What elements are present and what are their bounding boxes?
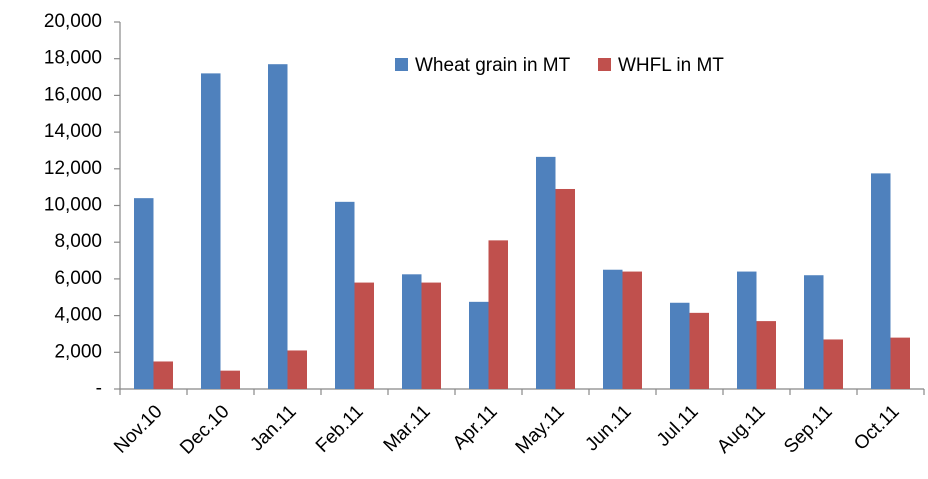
x-tick-label: Aug.11 (713, 401, 769, 457)
bar (823, 339, 843, 389)
bar (469, 301, 489, 389)
bar (756, 321, 776, 389)
x-tick-label: Oct.11 (850, 401, 903, 454)
bar (220, 370, 240, 389)
x-tick-label: Jan.11 (246, 401, 300, 455)
bar (622, 271, 642, 389)
y-tick-label: 8,000 (54, 231, 102, 252)
bar (402, 274, 422, 389)
bar (871, 173, 891, 389)
bar (670, 302, 690, 389)
bar (689, 312, 709, 389)
y-tick-label: 2,000 (54, 341, 102, 362)
bar (287, 350, 307, 389)
x-tick-label: Apr.11 (449, 401, 502, 454)
y-tick-label: 4,000 (54, 305, 102, 326)
x-tick-label: Nov.10 (110, 401, 166, 457)
y-tick-label: 14,000 (44, 121, 102, 142)
x-tick-label: Sep.11 (780, 401, 836, 457)
bar (890, 337, 910, 389)
bar (354, 282, 374, 389)
bar (268, 64, 288, 389)
bar (536, 156, 556, 389)
bar (335, 201, 355, 389)
legend-label: WHFL in MT (618, 55, 724, 76)
y-tick-label: 12,000 (44, 158, 102, 179)
bar (153, 361, 173, 389)
legend-label: Wheat grain in MT (415, 55, 571, 76)
x-tick-label: Feb.11 (312, 401, 368, 457)
y-tick-label: 6,000 (54, 268, 102, 289)
x-tick-label: Dec.10 (176, 401, 233, 458)
y-tick-label: 20,000 (44, 11, 102, 32)
bar (603, 269, 623, 389)
bar (421, 282, 441, 389)
y-tick-label: 18,000 (44, 48, 102, 69)
bar (134, 198, 154, 389)
y-tick-label: 16,000 (44, 84, 102, 105)
legend-swatch (598, 58, 611, 71)
x-tick-label: Jul.11 (653, 401, 703, 451)
bar (555, 188, 575, 389)
bar (488, 240, 508, 389)
y-tick-label: - (96, 378, 102, 399)
y-tick-label: 10,000 (44, 195, 102, 216)
x-tick-label: Mar.11 (380, 401, 435, 456)
bar (201, 73, 221, 389)
x-tick-label: Jun.11 (581, 401, 635, 455)
bar (737, 271, 757, 389)
legend-swatch (395, 58, 408, 71)
bar (804, 275, 824, 389)
x-tick-label: May.11 (512, 401, 569, 458)
